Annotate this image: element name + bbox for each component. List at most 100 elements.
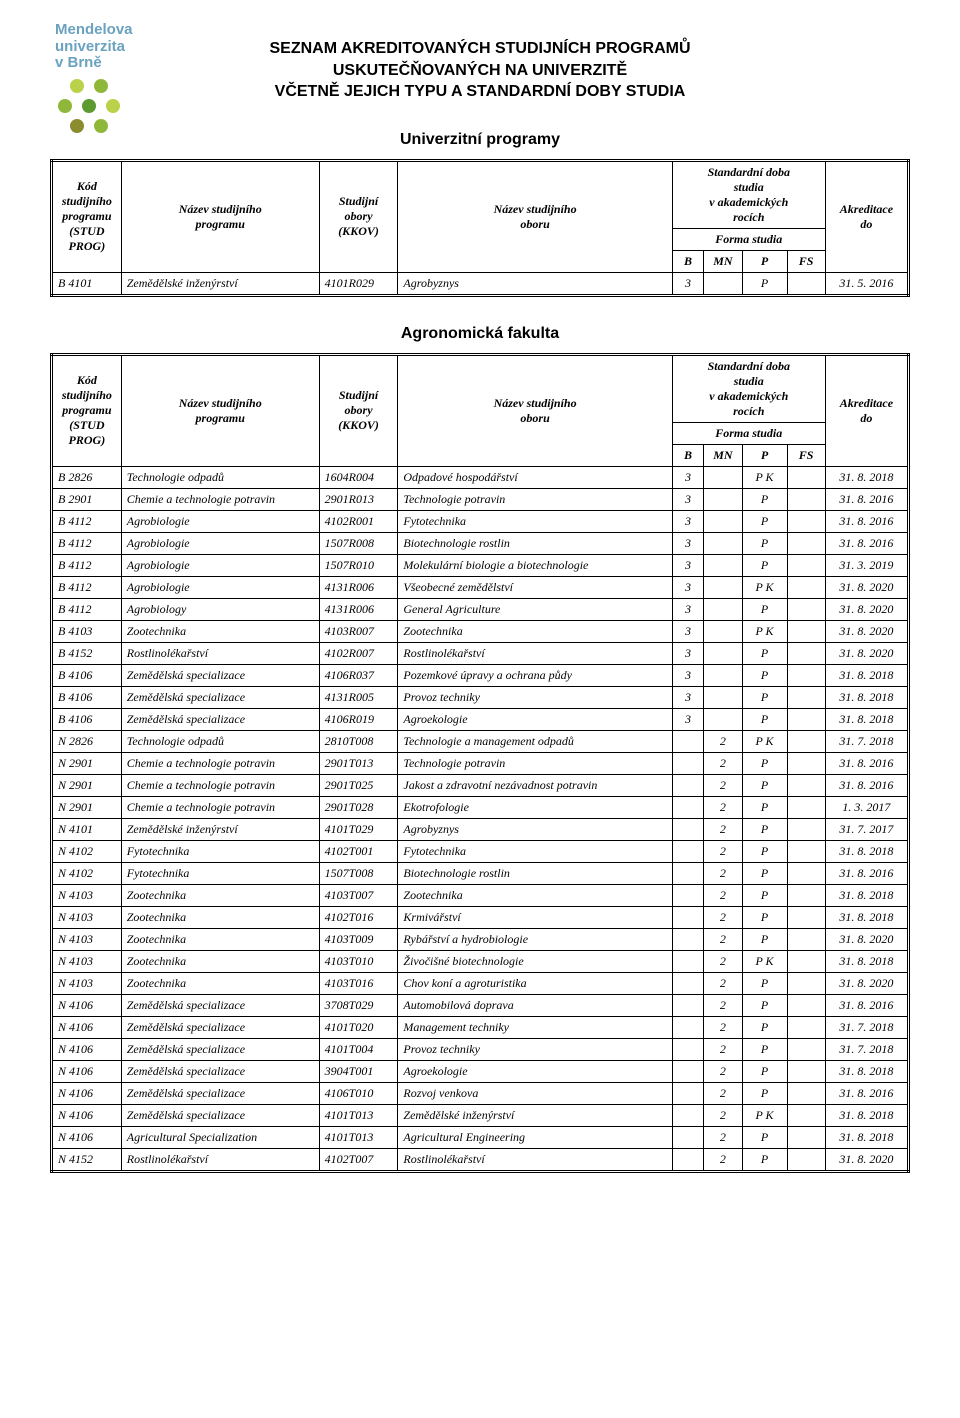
- table-row: N 2826Technologie odpadů2810T008Technolo…: [52, 730, 909, 752]
- cell-oname: Ekotrofologie: [398, 796, 672, 818]
- cell-b: [672, 972, 703, 994]
- cell-fs: [787, 1104, 825, 1126]
- table-row: B 2901Chemie a technologie potravin2901R…: [52, 488, 909, 510]
- cell-pname: Zemědělská specializace: [121, 686, 319, 708]
- cell-b: 3: [672, 620, 703, 642]
- cell-p: P: [742, 510, 787, 532]
- cell-b: [672, 730, 703, 752]
- cell-mn: [704, 554, 742, 576]
- cell-akr: 31. 8. 2016: [825, 510, 908, 532]
- logo-dots-icon: [55, 78, 205, 148]
- th-nazev-programu: Název studijního programu: [121, 160, 319, 272]
- table-row: B 4103Zootechnika4103R007Zootechnika3P K…: [52, 620, 909, 642]
- cell-pname: Zemědělská specializace: [121, 1060, 319, 1082]
- cell-fs: [787, 818, 825, 840]
- cell-kkov: 4103T007: [319, 884, 398, 906]
- cell-b: [672, 862, 703, 884]
- cell-b: 3: [672, 642, 703, 664]
- cell-b: 3: [672, 532, 703, 554]
- cell-kkov: 4131R005: [319, 686, 398, 708]
- table-agronomicka: Kód studijního programu (STUD PROG) Náze…: [50, 353, 910, 1173]
- cell-kod: N 4103: [52, 884, 122, 906]
- cell-kkov: 3904T001: [319, 1060, 398, 1082]
- cell-p: P: [742, 272, 787, 295]
- cell-kod: N 4106: [52, 1104, 122, 1126]
- table-body-univerzitni: B 4101Zemědělské inženýrství4101R029Agro…: [52, 272, 909, 295]
- cell-mn: 2: [704, 1104, 742, 1126]
- cell-pname: Fytotechnika: [121, 862, 319, 884]
- cell-b: [672, 1126, 703, 1148]
- cell-kkov: 4106R019: [319, 708, 398, 730]
- cell-kod: B 4106: [52, 708, 122, 730]
- cell-oname: Odpadové hospodářství: [398, 466, 672, 488]
- cell-mn: [704, 488, 742, 510]
- logo-text-line3: v Brně: [55, 55, 205, 72]
- cell-oname: General Agriculture: [398, 598, 672, 620]
- cell-akr: 31. 8. 2018: [825, 466, 908, 488]
- cell-kkov: 2901T025: [319, 774, 398, 796]
- cell-akr: 31. 7. 2018: [825, 1016, 908, 1038]
- cell-p: P K: [742, 576, 787, 598]
- cell-mn: 2: [704, 950, 742, 972]
- cell-kod: B 4112: [52, 576, 122, 598]
- cell-akr: 31. 8. 2018: [825, 840, 908, 862]
- th-p: P: [742, 250, 787, 272]
- cell-p: P: [742, 664, 787, 686]
- table-row: N 4106Zemědělská specializace4106T010Roz…: [52, 1082, 909, 1104]
- cell-kkov: 4102R007: [319, 642, 398, 664]
- cell-p: P K: [742, 950, 787, 972]
- cell-mn: 2: [704, 1038, 742, 1060]
- cell-kod: B 2901: [52, 488, 122, 510]
- cell-fs: [787, 598, 825, 620]
- cell-oname: Technologie potravin: [398, 752, 672, 774]
- cell-kod: B 4101: [52, 272, 122, 295]
- cell-kkov: 2901T028: [319, 796, 398, 818]
- cell-mn: [704, 708, 742, 730]
- cell-fs: [787, 862, 825, 884]
- cell-kod: N 4106: [52, 1082, 122, 1104]
- table-row: N 4106Zemědělská specializace4101T020Man…: [52, 1016, 909, 1038]
- table-row: B 4112Agrobiology4131R006General Agricul…: [52, 598, 909, 620]
- cell-kod: N 2901: [52, 774, 122, 796]
- cell-b: [672, 774, 703, 796]
- cell-kod: N 4106: [52, 1126, 122, 1148]
- cell-pname: Zemědělská specializace: [121, 1038, 319, 1060]
- cell-kkov: 4101T004: [319, 1038, 398, 1060]
- university-logo: Mendelova univerzita v Brně: [55, 22, 205, 148]
- cell-kkov: 4101R029: [319, 272, 398, 295]
- cell-kkov: 2901R013: [319, 488, 398, 510]
- cell-p: P: [742, 1126, 787, 1148]
- th-b: B: [672, 250, 703, 272]
- cell-b: 3: [672, 708, 703, 730]
- cell-mn: 2: [704, 972, 742, 994]
- cell-oname: Biotechnologie rostlin: [398, 532, 672, 554]
- cell-p: P K: [742, 730, 787, 752]
- cell-pname: Zootechnika: [121, 972, 319, 994]
- cell-b: [672, 840, 703, 862]
- cell-mn: [704, 466, 742, 488]
- cell-b: 3: [672, 686, 703, 708]
- table-row: N 4106Zemědělská specializace3708T029Aut…: [52, 994, 909, 1016]
- table-header: Kód studijního programu (STUD PROG) Náze…: [52, 354, 909, 466]
- th-kkov: Studijní obory (KKOV): [319, 160, 398, 272]
- cell-p: P: [742, 686, 787, 708]
- cell-oname: Management techniky: [398, 1016, 672, 1038]
- cell-kkov: 4102R001: [319, 510, 398, 532]
- table-row: N 4106Zemědělská specializace4101T013Zem…: [52, 1104, 909, 1126]
- cell-kkov: 4103T016: [319, 972, 398, 994]
- cell-kod: N 4103: [52, 950, 122, 972]
- cell-oname: Zemědělské inženýrství: [398, 1104, 672, 1126]
- cell-p: P: [742, 1060, 787, 1082]
- cell-b: [672, 950, 703, 972]
- table-row: N 4103Zootechnika4103T007Zootechnika2P31…: [52, 884, 909, 906]
- table-row: N 2901Chemie a technologie potravin2901T…: [52, 796, 909, 818]
- cell-b: [672, 1016, 703, 1038]
- cell-p: P: [742, 532, 787, 554]
- cell-mn: 2: [704, 1148, 742, 1171]
- cell-kod: B 4152: [52, 642, 122, 664]
- table-row: B 4152Rostlinolékařství4102R007Rostlinol…: [52, 642, 909, 664]
- cell-fs: [787, 972, 825, 994]
- th-forma-studia: Forma studia: [672, 228, 825, 250]
- cell-kod: B 4103: [52, 620, 122, 642]
- cell-mn: [704, 598, 742, 620]
